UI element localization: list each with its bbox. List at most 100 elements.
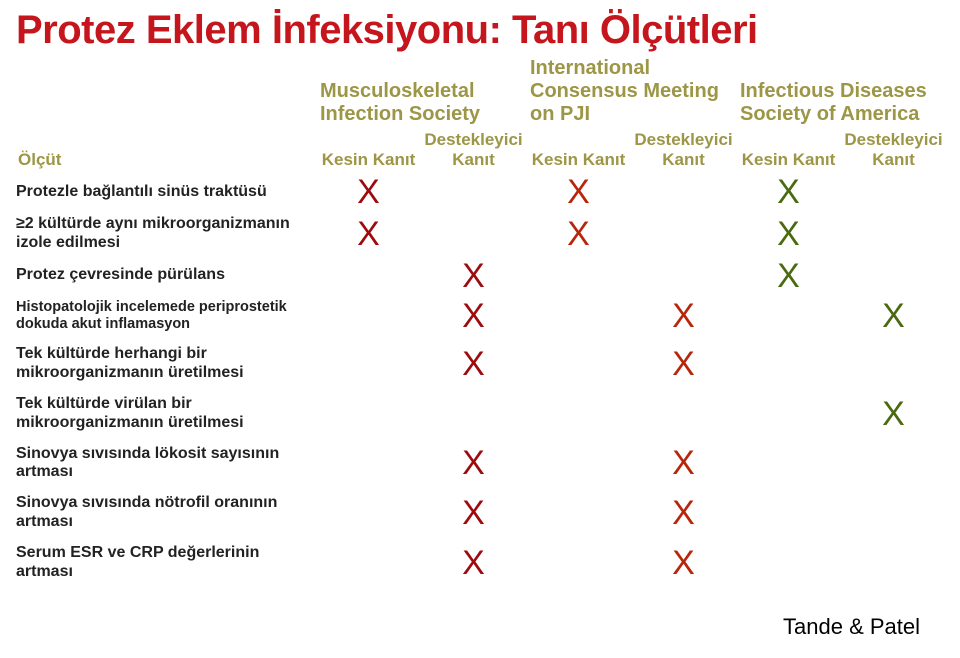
check-mark: X — [882, 299, 905, 333]
sub-destek: Destekleyici Kanıt — [421, 128, 526, 175]
table-row: Protezle bağlantılı sinüs traktüsü X X X — [16, 175, 946, 209]
table-cell — [841, 259, 946, 293]
table-cell: X — [631, 538, 736, 588]
table-cell: X — [526, 209, 631, 259]
table-cell — [736, 538, 841, 588]
table-cell — [421, 175, 526, 209]
check-mark: X — [462, 546, 485, 580]
group-header-idsa: Infectious Diseases Society of America — [736, 57, 946, 128]
table-cell — [526, 339, 631, 389]
check-mark: X — [462, 347, 485, 381]
table-cell — [841, 488, 946, 538]
check-mark: X — [672, 446, 695, 480]
table-cell — [316, 293, 421, 339]
table-cell: X — [631, 293, 736, 339]
table-cell — [841, 209, 946, 259]
table-cell — [631, 259, 736, 293]
table-cell: X — [421, 339, 526, 389]
sub-kesin: Kesin Kanıt — [526, 128, 631, 175]
sub-kesin: Kesin Kanıt — [736, 128, 841, 175]
table-cell: X — [736, 209, 841, 259]
table-cell — [631, 209, 736, 259]
table-cell — [841, 339, 946, 389]
table-cell — [736, 339, 841, 389]
table-row: Sinovya sıvısında nötrofil oranının artm… — [16, 488, 946, 538]
table-cell: X — [841, 293, 946, 339]
table-cell: X — [631, 339, 736, 389]
row-label: Histopatolojik incelemede periprostetik … — [16, 293, 316, 339]
table-row: Histopatolojik incelemede periprostetik … — [16, 293, 946, 339]
table-cell: X — [421, 439, 526, 489]
check-mark: X — [567, 217, 590, 251]
check-mark: X — [882, 397, 905, 431]
table-cell: X — [631, 439, 736, 489]
group-header-msis: Musculoskeletal Infection Society — [316, 57, 526, 128]
table-cell — [526, 488, 631, 538]
table-cell — [736, 488, 841, 538]
check-mark: X — [777, 259, 800, 293]
check-mark: X — [777, 175, 800, 209]
check-mark: X — [462, 259, 485, 293]
table-cell — [736, 293, 841, 339]
table-row: Tek kültürde herhangi bir mikroorganizma… — [16, 339, 946, 389]
table-cell — [526, 538, 631, 588]
table-row: Tek kültürde virülan bir mikroorganizman… — [16, 389, 946, 439]
page-title: Protez Eklem İnfeksiyonu: Tanı Ölçütleri — [16, 8, 944, 53]
check-mark: X — [672, 347, 695, 381]
table-cell: X — [631, 488, 736, 538]
table-cell: X — [316, 175, 421, 209]
row-label: Tek kültürde herhangi bir mikroorganizma… — [16, 339, 316, 389]
table-row: ≥2 kültürde aynı mikroorganizmanın izole… — [16, 209, 946, 259]
table-cell: X — [421, 293, 526, 339]
table-cell — [316, 389, 421, 439]
table-cell — [526, 439, 631, 489]
table-cell: X — [421, 538, 526, 588]
row-label: Sinovya sıvısında nötrofil oranının artm… — [16, 488, 316, 538]
table-cell — [421, 209, 526, 259]
table-cell: X — [736, 259, 841, 293]
check-mark: X — [357, 217, 380, 251]
row-label: ≥2 kültürde aynı mikroorganizmanın izole… — [16, 209, 316, 259]
table-cell — [841, 439, 946, 489]
table-cell — [316, 538, 421, 588]
sub-header-row: Ölçüt Kesin Kanıt Destekleyici Kanıt Kes… — [16, 128, 946, 175]
group-header-row: Musculoskeletal Infection Society Intern… — [16, 57, 946, 128]
footer-citation: Tande & Patel — [783, 614, 920, 640]
row-label: Protez çevresinde pürülans — [16, 259, 316, 293]
check-mark: X — [462, 496, 485, 530]
table-cell — [316, 259, 421, 293]
table-cell: X — [736, 175, 841, 209]
sub-destek: Destekleyici Kanıt — [841, 128, 946, 175]
group-header-icm: International Consensus Meeting on PJI — [526, 57, 736, 128]
row-label: Tek kültürde virülan bir mikroorganizman… — [16, 389, 316, 439]
table-cell: X — [421, 488, 526, 538]
check-mark: X — [462, 446, 485, 480]
check-mark: X — [567, 175, 590, 209]
table-cell — [526, 389, 631, 439]
table-cell — [631, 175, 736, 209]
table-cell — [526, 259, 631, 293]
check-mark: X — [672, 299, 695, 333]
check-mark: X — [357, 175, 380, 209]
row-header-label: Ölçüt — [16, 128, 316, 175]
table-cell: X — [421, 259, 526, 293]
table-cell: X — [526, 175, 631, 209]
sub-kesin: Kesin Kanıt — [316, 128, 421, 175]
table-row: Serum ESR ve CRP değerlerinin artmasıXX — [16, 538, 946, 588]
table-cell — [736, 389, 841, 439]
table-cell — [421, 389, 526, 439]
table-cell — [316, 488, 421, 538]
table-cell: X — [841, 389, 946, 439]
table-cell — [841, 538, 946, 588]
row-label: Protezle bağlantılı sinüs traktüsü — [16, 175, 316, 209]
sub-destek: Destekleyici Kanıt — [631, 128, 736, 175]
check-mark: X — [462, 299, 485, 333]
criteria-table: Musculoskeletal Infection Society Intern… — [16, 57, 946, 588]
table-cell — [316, 439, 421, 489]
table-cell — [316, 339, 421, 389]
table-cell — [736, 439, 841, 489]
table-cell — [631, 389, 736, 439]
row-label: Sinovya sıvısında lökosit sayısının artm… — [16, 439, 316, 489]
check-mark: X — [777, 217, 800, 251]
table-row: Protez çevresinde pürülans X X — [16, 259, 946, 293]
